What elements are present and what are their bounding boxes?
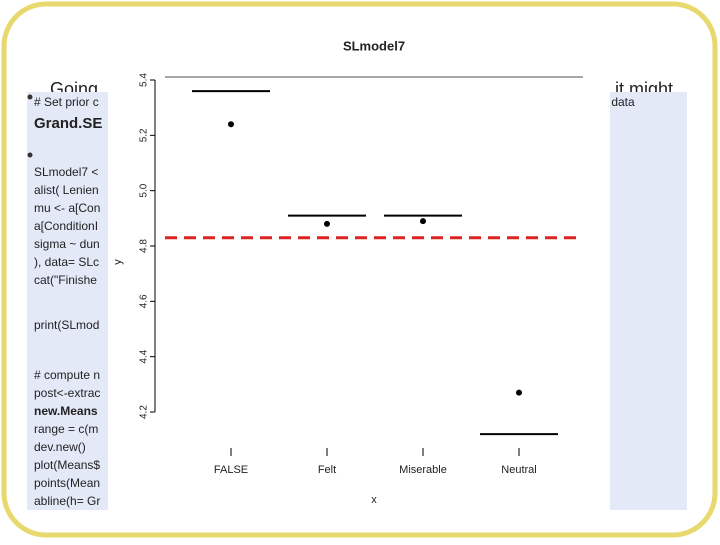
y-tick-label: 4.2 [139, 405, 150, 419]
y-tick-label: 4.4 [139, 349, 150, 363]
bullet [27, 152, 33, 158]
code-line: # Set prior c [34, 95, 99, 109]
bullet [27, 94, 33, 100]
point [420, 218, 426, 225]
code-line: SLmodel7 < [34, 165, 98, 179]
code-line: alist( Lenien [34, 183, 99, 197]
x-axis-label: x [371, 494, 377, 506]
x-tick-label: FALSE [214, 464, 248, 476]
x-tick-label: Felt [318, 464, 336, 476]
code-line: cat("Finishe [34, 273, 97, 287]
y-tick-label: 5.2 [139, 128, 150, 142]
code: # Set prior c Grand.SE SLmodel7 < alist( Le… [34, 95, 635, 508]
code-line: post<-extrac [34, 386, 100, 400]
y-axis-label: y [112, 259, 124, 265]
code-line: new.Means [34, 404, 98, 418]
point [516, 389, 522, 396]
x-tick-label: Neutral [501, 464, 536, 476]
code-line: a[ConditionI [34, 219, 98, 233]
point [324, 220, 330, 227]
plot-panel [108, 28, 610, 510]
code-line: mu <- a[Con [34, 201, 100, 215]
code-line: points(Mean [34, 476, 100, 490]
x-tick-label: Miserable [399, 464, 447, 476]
y-tick-label: 5.4 [139, 73, 150, 87]
y-tick-label: 4.6 [139, 294, 150, 308]
code-line: # compute n [34, 368, 100, 382]
code-line: plot(Means$ [34, 458, 100, 472]
code-line: range = c(m [34, 422, 98, 436]
code-line: abline(h= Gr [34, 494, 100, 508]
chart-title: SLmodel7 [343, 38, 405, 53]
code-line: Grand.SE [34, 115, 102, 132]
point [228, 121, 234, 128]
y-tick-label: 5.0 [139, 183, 150, 197]
code-line: sigma ~ dun [34, 237, 100, 251]
code-line: print(SLmod [34, 318, 99, 332]
code-line: dev.new() [34, 440, 86, 454]
y-tick-label: 4.8 [139, 239, 150, 253]
code-line: ), data= SLc [34, 255, 99, 269]
plot: 4.2 4.4 4.6 4.8 5.0 5.2 5.4 FALSE Felt Miserable N… [139, 73, 583, 476]
